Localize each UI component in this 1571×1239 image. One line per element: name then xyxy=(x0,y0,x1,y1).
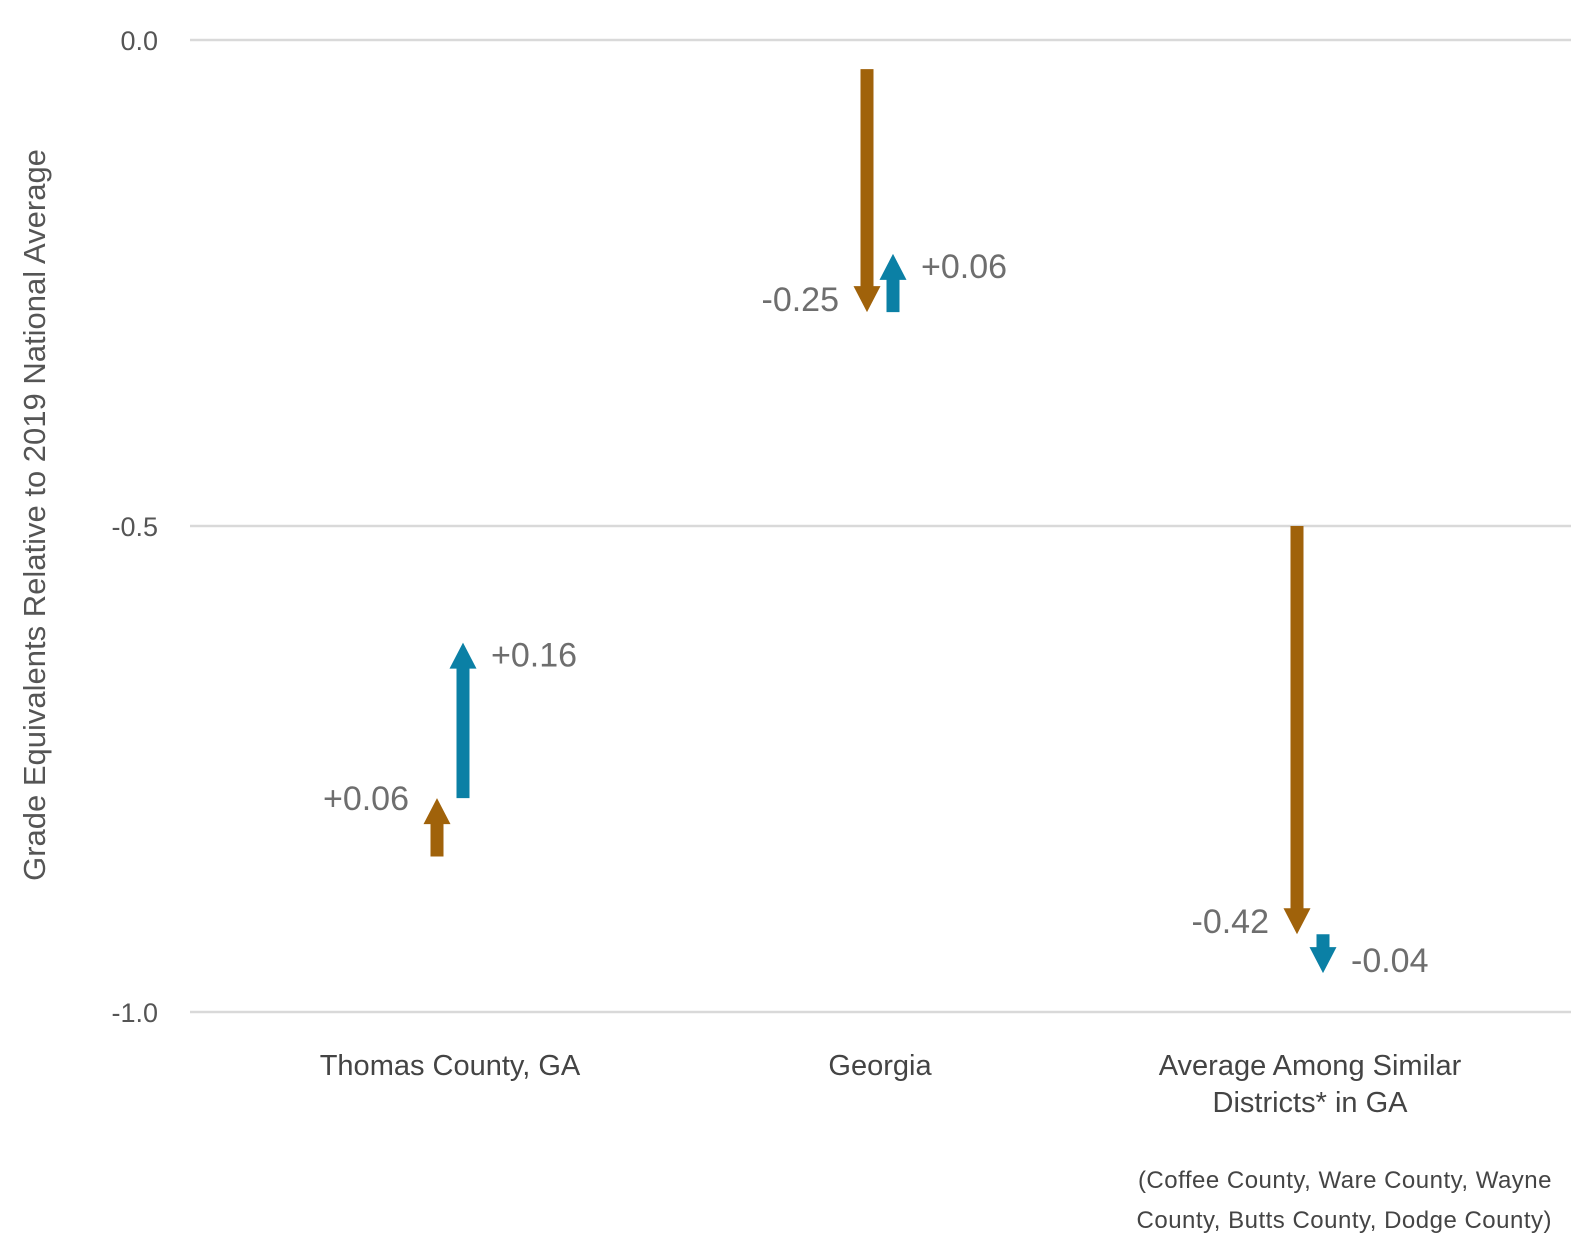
data-label-2-1: -0.04 xyxy=(1351,942,1429,980)
data-label-0-1: +0.16 xyxy=(491,637,577,675)
data-label-2-0: -0.42 xyxy=(1192,903,1270,941)
arrows xyxy=(423,69,1337,974)
y-tick-label-2: -1.0 xyxy=(111,998,158,1028)
data-label-1-1: +0.06 xyxy=(921,248,1007,286)
arrow-2-0 xyxy=(1283,526,1311,935)
footnote-line-0: (Coffee County, Ware County, Wayne xyxy=(1138,1167,1552,1194)
x-axis-categories: Thomas County, GA Georgia Average Among Si… xyxy=(320,1050,1462,1119)
y-tick-label-0: 0.0 xyxy=(120,26,158,56)
arrow-0-0 xyxy=(423,798,451,857)
y-axis-label: Grade Equivalents Relative to 2019 Natio… xyxy=(17,149,52,881)
y-tick-label-1: -0.5 xyxy=(111,512,158,542)
x-category-label-1-0: Georgia xyxy=(828,1050,932,1082)
x-category-label-2-1: Districts* in GA xyxy=(1213,1087,1409,1119)
data-label-0-0: +0.06 xyxy=(323,780,409,818)
y-axis-ticks: 0.0 -0.5 -1.0 xyxy=(111,26,158,1028)
data-labels: +0.06 +0.16 -0.25 +0.06 -0.42 -0.04 xyxy=(323,248,1429,980)
x-category-label-0-0: Thomas County, GA xyxy=(320,1050,581,1082)
arrow-0-1 xyxy=(449,642,477,799)
x-category-label-2-0: Average Among Similar xyxy=(1159,1050,1462,1082)
arrow-2-1 xyxy=(1309,934,1337,974)
arrow-1-0 xyxy=(853,69,881,313)
data-label-1-0: -0.25 xyxy=(762,281,840,319)
arrow-1-1 xyxy=(879,253,907,313)
grid-lines xyxy=(190,38,1571,1014)
footnote: (Coffee County, Ware County, Wayne County… xyxy=(1137,1167,1552,1234)
footnote-line-1: County, Butts County, Dodge County) xyxy=(1137,1207,1552,1234)
